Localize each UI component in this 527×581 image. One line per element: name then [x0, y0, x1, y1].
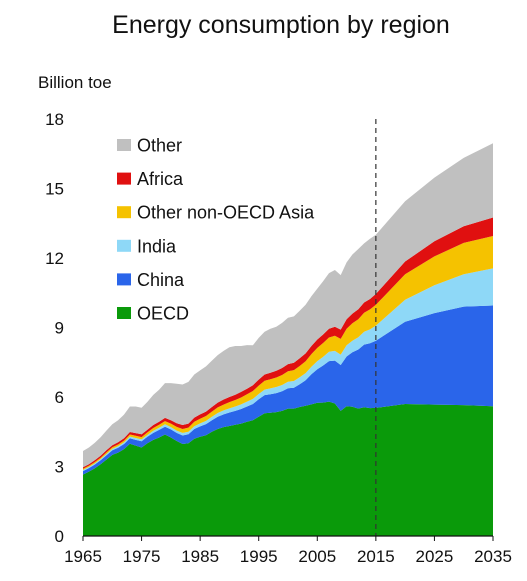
x-tick-label: 1975 — [123, 547, 161, 566]
area-other-non-oecd-asia — [83, 236, 493, 470]
y-tick-label: 15 — [45, 180, 64, 199]
area-africa — [83, 217, 493, 469]
x-tick-label: 2035 — [474, 547, 512, 566]
legend-swatch-india — [117, 239, 131, 252]
y-tick-label: 12 — [45, 249, 64, 268]
legend-swatch-oecd — [117, 307, 131, 319]
y-tick-label: 18 — [45, 110, 64, 129]
y-tick-label: 3 — [55, 458, 64, 477]
y-tick-label: 6 — [55, 388, 64, 407]
legend-label-china: China — [137, 270, 185, 290]
legend: Other Africa Other non-OECD Asia India China… — [117, 136, 315, 324]
legend-swatch-other — [117, 139, 131, 151]
area-oecd — [83, 401, 493, 536]
y-axis-label: Billion toe — [38, 73, 112, 92]
legend-label-africa: Africa — [137, 169, 184, 189]
legend-swatch-africa — [117, 172, 131, 185]
area-india — [83, 268, 493, 472]
y-tick-label: 9 — [55, 319, 64, 338]
x-tick-label: 1995 — [240, 547, 278, 566]
x-tick-label: 2005 — [298, 547, 336, 566]
legend-label-india: India — [137, 236, 177, 256]
area-china — [83, 305, 493, 475]
legend-label-other-non-oecd-asia: Other non-OECD Asia — [137, 203, 315, 223]
area-other — [83, 143, 493, 468]
x-tick-label: 2015 — [357, 547, 395, 566]
legend-swatch-china — [117, 273, 131, 286]
x-tick-label: 1985 — [181, 547, 219, 566]
legend-label-oecd: OECD — [137, 304, 189, 324]
y-tick-label: 0 — [55, 527, 64, 546]
area-series-group — [83, 143, 493, 536]
axes-group: 0 3 6 9 12 15 18 1965 1975 1985 1995 2005 2015 2025 20… — [45, 110, 512, 566]
legend-label-other: Other — [137, 136, 182, 156]
x-tick-label: 2025 — [416, 547, 454, 566]
x-tick-label: 1965 — [64, 547, 102, 566]
legend-swatch-other-non-oecd-asia — [117, 206, 131, 219]
chart-title: Energy consumption by region — [112, 11, 450, 39]
